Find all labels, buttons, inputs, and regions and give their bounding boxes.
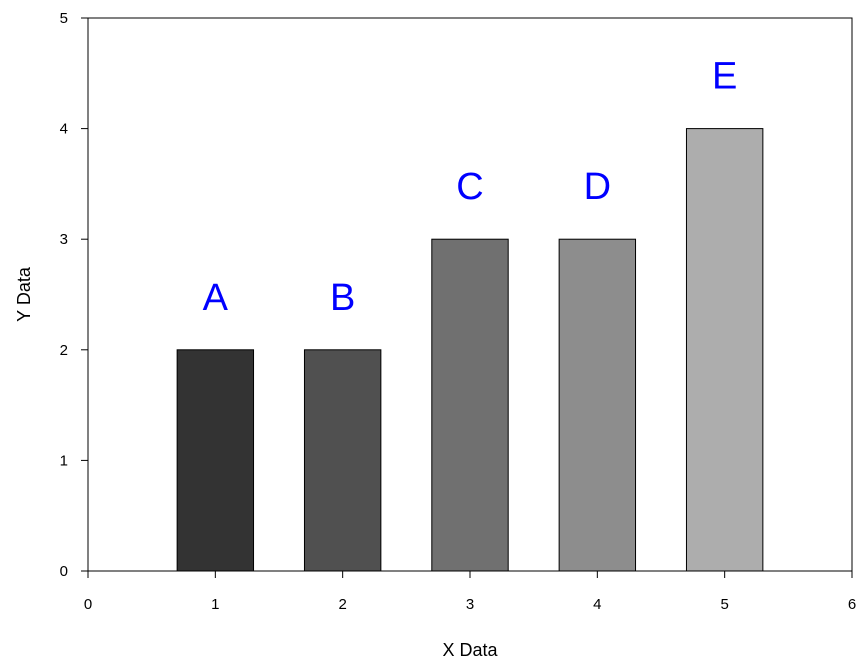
y-tick-label: 0	[60, 563, 68, 580]
bar-e	[685, 128, 764, 572]
bar-d	[558, 238, 637, 572]
y-tick-label: 3	[60, 231, 68, 248]
bar-labels-group: A B C D E	[203, 56, 738, 319]
bar-label-c: C	[456, 166, 483, 208]
x-tick-label: 6	[848, 596, 856, 613]
bar-label-b: B	[330, 277, 355, 319]
y-axis: 0 1 2 3 4 5	[60, 10, 88, 580]
x-axis: 0 1 2 3 4 5 6	[84, 571, 856, 613]
bar-b	[303, 349, 382, 572]
x-tick-label: 1	[211, 596, 219, 613]
y-tick-label: 5	[60, 10, 68, 27]
x-axis-title: X Data	[442, 640, 498, 660]
bar-a	[176, 349, 255, 572]
x-tick-label: 5	[720, 596, 728, 613]
y-axis-title: Y Data	[14, 266, 34, 322]
x-tick-label: 2	[338, 596, 346, 613]
bar-label-a: A	[203, 277, 229, 319]
y-tick-label: 4	[60, 121, 68, 138]
bar-label-e: E	[712, 56, 737, 98]
bar-c	[431, 238, 509, 572]
y-tick-label: 1	[60, 452, 68, 469]
bar-label-d: D	[584, 166, 611, 208]
x-tick-label: 4	[593, 596, 601, 613]
y-tick-label: 2	[60, 342, 68, 359]
x-tick-label: 3	[466, 596, 474, 613]
x-tick-label: 0	[84, 596, 92, 613]
